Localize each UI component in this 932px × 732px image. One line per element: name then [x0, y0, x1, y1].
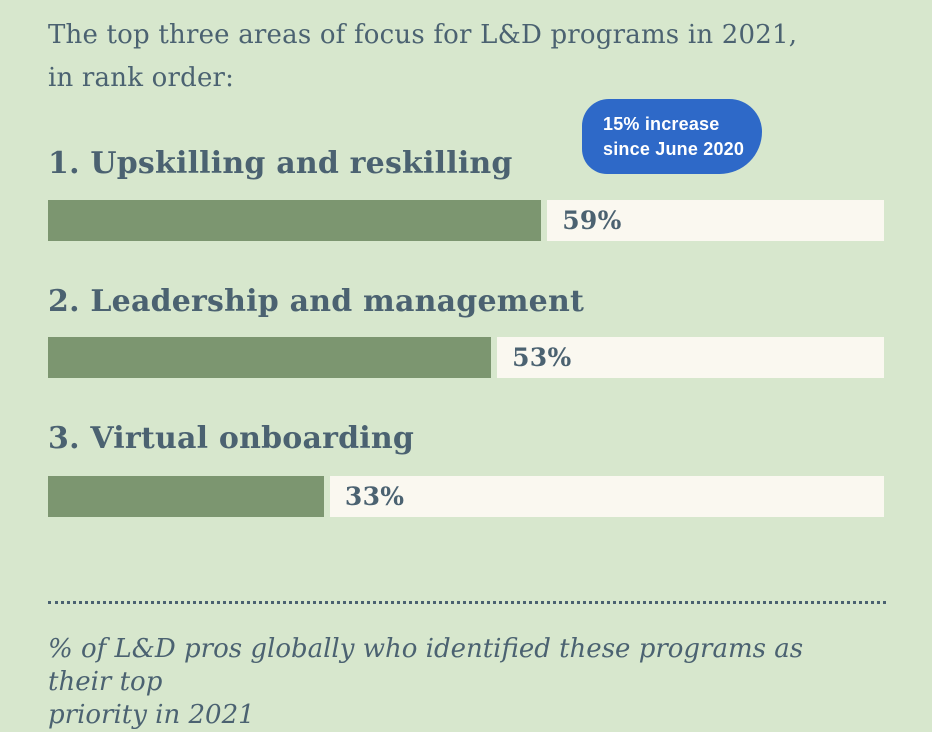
footnote-line2: priority in 2021: [48, 700, 255, 730]
bar-fill-upskilling: [48, 200, 542, 241]
chart-title: The top three areas of focus for L&D pro…: [48, 14, 797, 100]
chart-title-line1: The top three areas of focus for L&D pro…: [48, 20, 798, 50]
badge-line2: since June 2020: [603, 139, 745, 159]
bar-row-leadership: 53%: [48, 337, 884, 378]
bar-value-leadership: 53%: [512, 343, 572, 372]
bar-fill-leadership: [48, 337, 492, 378]
increase-callout-badge: 15% increase since June 2020: [582, 99, 762, 174]
bar-track-leadership: 53%: [497, 337, 884, 378]
chart-title-line2: in rank order:: [48, 63, 235, 93]
dotted-divider: [48, 601, 886, 604]
bar-fill-onboarding: [48, 476, 324, 517]
bar-row-upskilling: 59%: [48, 200, 884, 241]
bar-track-onboarding: 33%: [329, 476, 884, 517]
badge-line1: 15% increase: [603, 114, 720, 134]
footnote: % of L&D pros globally who identified th…: [48, 633, 818, 732]
bar-value-upskilling: 59%: [562, 206, 622, 235]
bar-label-onboarding: 3. Virtual onboarding: [48, 421, 415, 456]
bar-track-upskilling: 59%: [547, 200, 884, 241]
footnote-line1: % of L&D pros globally who identified th…: [48, 634, 804, 697]
bar-row-onboarding: 33%: [48, 476, 884, 517]
bar-value-onboarding: 33%: [344, 482, 405, 511]
bar-label-leadership: 2. Leadership and management: [48, 284, 585, 319]
bar-label-upskilling: 1. Upskilling and reskilling: [48, 146, 513, 181]
